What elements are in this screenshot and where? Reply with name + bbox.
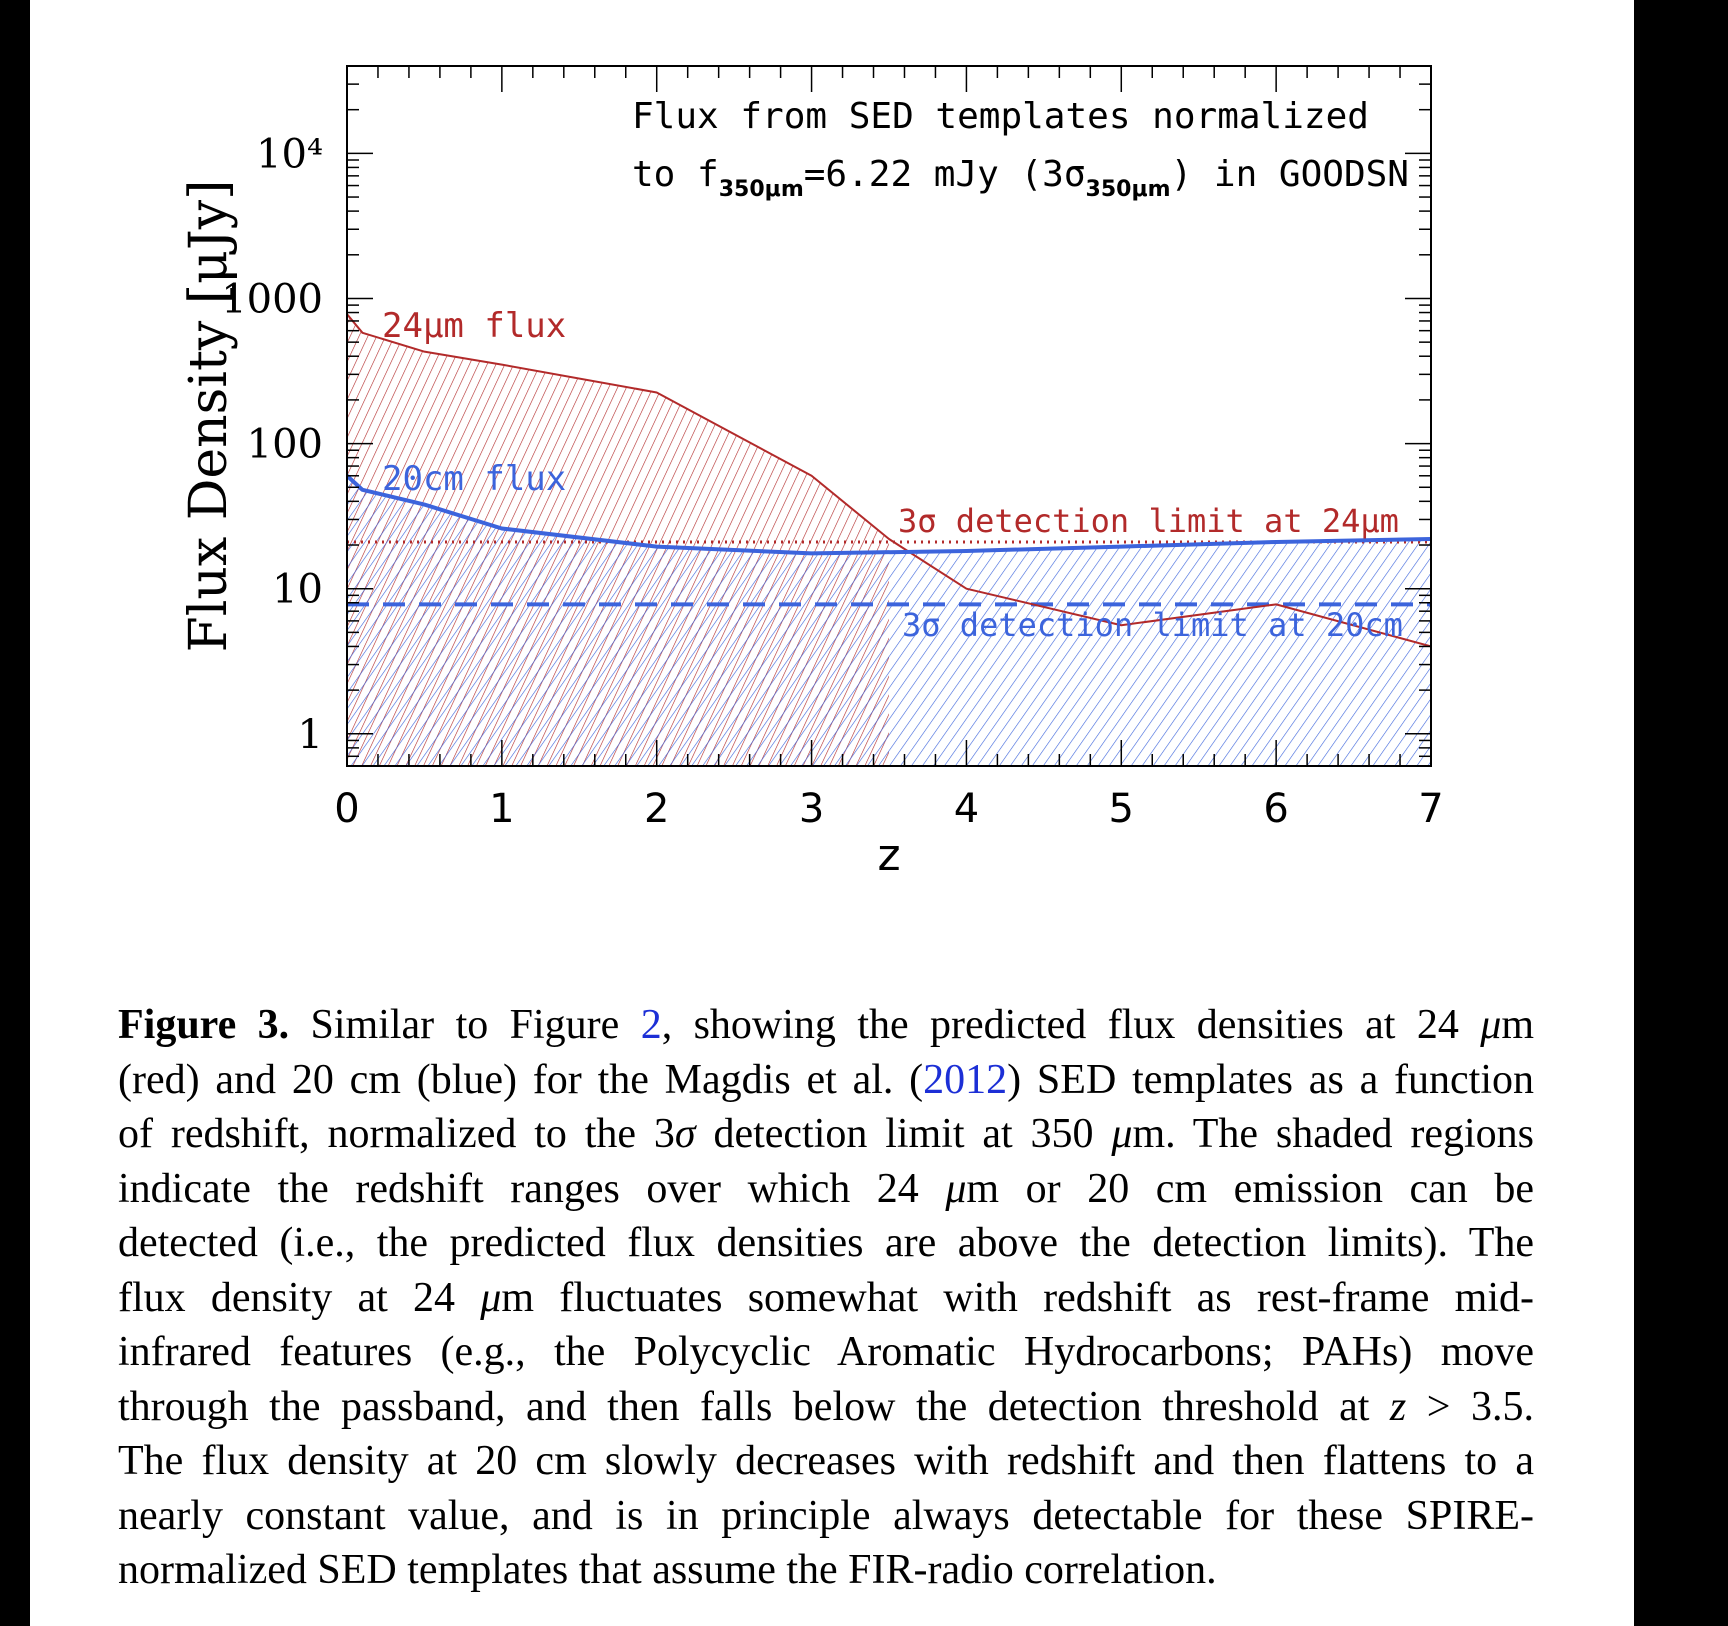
detection-limit-24um-label: 3σ detection limit at 24μm <box>898 502 1399 540</box>
caption-line: infrared features (e.g., the Polycyclic … <box>118 1329 1534 1375</box>
detection-limit-20cm-label: 3σ detection limit at 20cm <box>902 606 1403 644</box>
caption-line: detected (i.e., the predicted flux densi… <box>118 1220 1534 1266</box>
caption-line: indicate the redshift ranges over which … <box>118 1165 1534 1212</box>
caption-line: flux density at 24 μm fluctuates somewha… <box>118 1274 1534 1321</box>
caption-line: (red) and 20 cm (blue) for the Magdis et… <box>118 1056 1534 1103</box>
caption-line: through the passband, and then falls bel… <box>118 1383 1534 1430</box>
x-tick-label: 6 <box>1263 786 1288 832</box>
annotation-line-1: Flux from SED templates normalized <box>632 96 1369 137</box>
x-axis-label: z <box>877 830 900 881</box>
x-tick-label: 0 <box>334 786 359 832</box>
x-tick-label: 3 <box>799 786 824 832</box>
y-tick-label: 1000 <box>221 276 323 322</box>
figure-2-link[interactable]: 2 <box>640 1002 662 1048</box>
caption-line: The flux density at 20 cm slowly decreas… <box>118 1438 1534 1484</box>
caption-line: of redshift, normalized to the 3σ detect… <box>118 1111 1534 1157</box>
y-tick-label: 10 <box>272 567 323 613</box>
figure-caption: Figure 3. Similar to Figure 2, showing t… <box>118 998 1534 1598</box>
x-tick-label: 5 <box>1109 786 1134 832</box>
caption-line: nearly constant value, and is in princip… <box>118 1492 1534 1539</box>
y-tick-label: 1 <box>298 712 323 758</box>
x-tick-label: 4 <box>954 786 979 832</box>
caption-label: Figure 3. <box>118 1002 290 1048</box>
x-tick-label: 2 <box>644 786 669 832</box>
tick-marks <box>346 65 1431 767</box>
y-tick-label: 10⁴ <box>256 131 323 177</box>
series-24um-line <box>347 313 1431 648</box>
caption-line: Figure 3. Similar to Figure 2, showing t… <box>118 1002 1534 1048</box>
paper-sheet: 0 1 2 3 4 5 6 7 1 10 100 1000 10⁴ z Flux Density [μJy]… <box>30 0 1634 1626</box>
shaded-region-20cm <box>347 475 1431 766</box>
x-tick-label: 7 <box>1418 786 1443 832</box>
plot-frame <box>346 65 1432 767</box>
x-tick-label: 1 <box>489 786 514 832</box>
plot-area <box>347 313 1431 766</box>
annotation-line-2: to f350μm=6.22 mJy (3σ350μm) in GOODSN <box>632 154 1409 202</box>
magdis-2012-citation-link[interactable]: 2012 <box>923 1056 1008 1103</box>
series-20cm-line <box>347 474 1431 556</box>
caption-line: normalized SED templates that assume the… <box>118 1547 1217 1593</box>
y-tick-label: 100 <box>247 422 323 468</box>
series-24um-label: 24μm flux <box>382 306 566 346</box>
series-20cm-label: 20cm flux <box>382 459 566 499</box>
y-axis-label: Flux Density [μJy] <box>179 180 239 653</box>
